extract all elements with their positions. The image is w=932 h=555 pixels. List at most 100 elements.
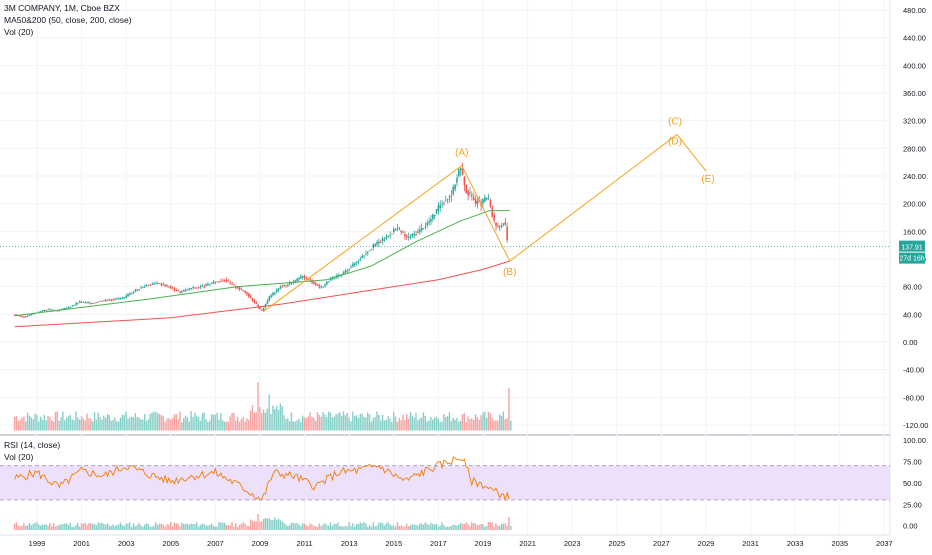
last-price-tag bbox=[899, 240, 925, 252]
rsi-volume-bar bbox=[34, 522, 36, 530]
candle-body bbox=[75, 303, 77, 305]
volume-bar bbox=[327, 411, 330, 431]
rsi-volume-bar bbox=[465, 522, 467, 530]
volume-bar bbox=[452, 417, 454, 431]
time-tick-label: 2033 bbox=[787, 539, 804, 548]
time-tick-label: 2025 bbox=[608, 539, 625, 548]
volume-bar bbox=[285, 419, 287, 431]
rsi-volume-bar bbox=[54, 526, 57, 530]
candle-body bbox=[119, 297, 122, 299]
last-price-value: 137.91 bbox=[901, 245, 923, 252]
candle-body bbox=[91, 303, 94, 304]
candle-body bbox=[147, 285, 150, 287]
candle-body bbox=[402, 232, 404, 234]
rsi-volume-bar bbox=[231, 522, 233, 530]
rsi-volume-bar bbox=[314, 526, 317, 530]
volume-bar bbox=[406, 414, 408, 431]
volume-bar bbox=[361, 413, 363, 431]
rsi-volume-bar bbox=[123, 526, 125, 530]
elliott-wave-path bbox=[263, 133, 707, 312]
rsi-volume-bar bbox=[129, 522, 131, 530]
volume-bar bbox=[23, 416, 25, 431]
candle-body bbox=[123, 296, 126, 298]
candle-body bbox=[370, 249, 373, 251]
rsi-volume-bar bbox=[177, 523, 179, 530]
rsi-volume-bar bbox=[266, 518, 269, 530]
rsi-volume-bar bbox=[82, 523, 85, 530]
volume-bar bbox=[454, 419, 456, 431]
volume-bar bbox=[311, 416, 313, 431]
rsi-volume-bar bbox=[311, 524, 313, 530]
volume-bar bbox=[238, 421, 241, 431]
candle-body bbox=[290, 283, 293, 285]
rsi-legend: RSI (14, close) Vol (20) bbox=[4, 439, 60, 463]
rsi-volume-label[interactable]: Vol (20) bbox=[4, 452, 34, 462]
rsi-volume-bar bbox=[407, 526, 410, 530]
candle-body bbox=[439, 205, 442, 208]
symbol-title[interactable]: 3M COMPANY, 1M, Cboe BZX bbox=[4, 3, 120, 13]
rsi-volume-bar bbox=[426, 523, 428, 530]
volume-bar bbox=[25, 421, 27, 431]
volume-bar bbox=[339, 412, 341, 431]
rsi-volume-bar bbox=[398, 525, 400, 530]
rsi-volume-bar bbox=[104, 524, 107, 530]
candle-body bbox=[303, 276, 306, 279]
rsi-volume-bar bbox=[331, 526, 334, 530]
candle-body bbox=[88, 302, 90, 304]
candle-body bbox=[383, 239, 386, 241]
volume-bar bbox=[459, 420, 462, 431]
time-tick-label: 2031 bbox=[742, 539, 759, 548]
volume-bar bbox=[348, 417, 350, 431]
volume-bar bbox=[318, 414, 321, 431]
rsi-volume-bar bbox=[248, 526, 250, 530]
volume-indicator-label[interactable]: Vol (20) bbox=[4, 27, 34, 37]
candle-body bbox=[320, 286, 323, 288]
rsi-tick-label: 100.00 bbox=[903, 436, 926, 445]
candle-body bbox=[485, 198, 488, 200]
volume-bar bbox=[41, 419, 44, 431]
volume-bar bbox=[277, 410, 280, 431]
price-tick-label: 0.00 bbox=[903, 338, 918, 347]
volume-bar bbox=[482, 412, 484, 431]
candle-body bbox=[130, 293, 133, 295]
volume-bar bbox=[480, 415, 482, 431]
rsi-volume-bar bbox=[272, 519, 274, 530]
candle-body bbox=[117, 298, 120, 300]
rsi-volume-bar bbox=[51, 526, 53, 530]
rsi-volume-bar bbox=[277, 518, 280, 530]
candle-body bbox=[56, 310, 59, 312]
volume-bar bbox=[52, 421, 55, 431]
price-tick-label: -40.00 bbox=[903, 366, 924, 375]
volume-bar bbox=[80, 416, 83, 431]
volume-bar bbox=[166, 418, 168, 431]
candle-body bbox=[229, 282, 232, 283]
candle-body bbox=[329, 278, 332, 281]
candle-body bbox=[277, 288, 280, 291]
candle-body bbox=[231, 283, 233, 285]
rsi-volume-bar bbox=[99, 523, 101, 530]
candle-body bbox=[458, 168, 460, 177]
main-legend: 3M COMPANY, 1M, Cboe BZX MA50&200 (50, c… bbox=[4, 2, 132, 38]
volume-bar bbox=[331, 417, 334, 431]
candle-body bbox=[491, 207, 494, 217]
volume-bar bbox=[91, 421, 94, 431]
price-tick-label: 480.00 bbox=[903, 6, 926, 15]
candle-body bbox=[30, 314, 33, 316]
volume-bar bbox=[432, 419, 434, 431]
ma-indicator-label[interactable]: MA50&200 (50, close, 200, close) bbox=[4, 15, 132, 25]
rsi-indicator-label[interactable]: RSI (14, close) bbox=[4, 440, 61, 450]
candle-body bbox=[376, 241, 378, 245]
rsi-volume-bar bbox=[400, 525, 402, 530]
rsi-volume-bar bbox=[383, 525, 386, 530]
candle-body bbox=[465, 184, 468, 193]
price-tick-label: 80.00 bbox=[903, 283, 922, 292]
candle-body bbox=[446, 199, 449, 200]
candle-body bbox=[190, 288, 193, 289]
candle-body bbox=[326, 281, 328, 284]
rsi-volume-bar bbox=[350, 525, 352, 530]
rsi-volume-bar bbox=[478, 524, 480, 530]
volume-bar bbox=[385, 420, 387, 431]
rsi-volume-bar bbox=[450, 525, 453, 530]
candle-body bbox=[387, 235, 390, 238]
